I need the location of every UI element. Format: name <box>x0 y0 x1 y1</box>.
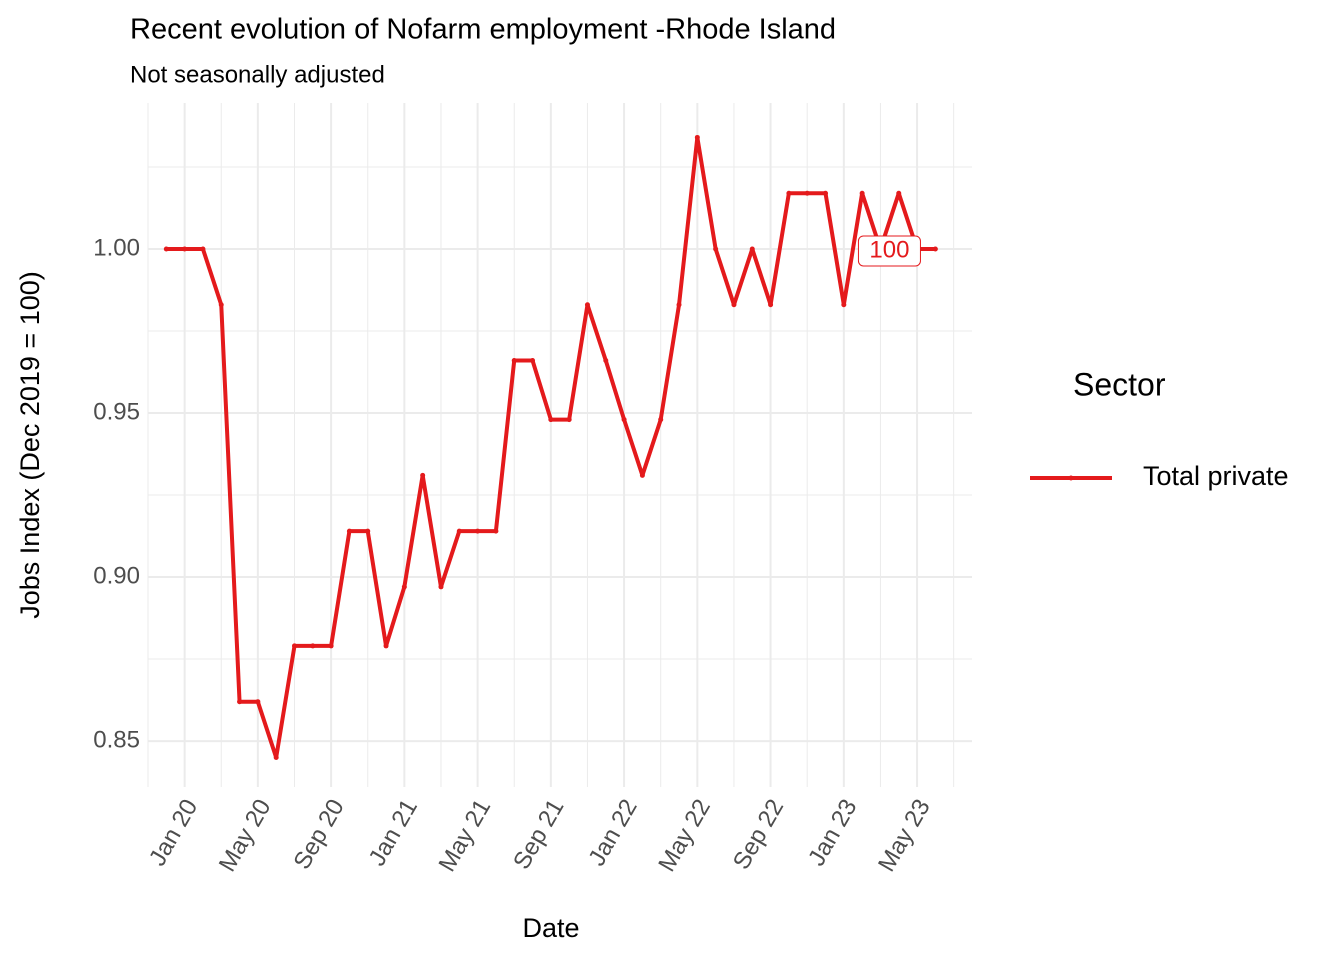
x-tick-label: Jan 22 <box>583 795 642 871</box>
data-point <box>896 190 902 196</box>
data-point <box>566 417 572 423</box>
data-point <box>676 302 682 308</box>
x-tick-label: Jan 23 <box>803 795 862 871</box>
y-tick-label: 0.95 <box>93 398 140 425</box>
legend-swatch-point <box>1068 475 1074 481</box>
data-point <box>475 528 481 534</box>
data-point <box>237 699 243 705</box>
plot <box>163 134 938 760</box>
annotation-box <box>857 235 921 267</box>
data-point <box>365 528 371 534</box>
data-point <box>493 528 499 534</box>
data-point <box>383 643 389 649</box>
data-point <box>584 302 590 308</box>
data-point <box>731 302 737 308</box>
data-point <box>621 417 627 423</box>
data-point <box>639 472 645 478</box>
x-tick-label: Jan 20 <box>144 795 203 871</box>
y-tick-label: 0.85 <box>93 726 140 753</box>
data-point <box>548 417 554 423</box>
grid <box>147 103 972 787</box>
data-point <box>346 528 352 534</box>
x-axis-title: Date <box>522 913 579 943</box>
data-point <box>456 528 462 534</box>
y-axis-title: Jobs Index (Dec 2019 = 100) <box>15 271 45 618</box>
chart-title: Recent evolution of Nofarm employment -R… <box>130 14 836 46</box>
y-tick-label: 0.90 <box>93 562 140 589</box>
data-point <box>804 190 810 196</box>
data-point <box>310 643 316 649</box>
data-point <box>530 358 536 364</box>
data-point <box>749 246 755 252</box>
x-tick-label: Jan 21 <box>364 795 423 871</box>
data-point <box>218 302 224 308</box>
data-point <box>511 358 517 364</box>
legend-label: Total private <box>1143 461 1289 491</box>
data-point <box>658 417 664 423</box>
data-point <box>603 358 609 364</box>
data-point <box>841 302 847 308</box>
x-tick-label: May 21 <box>434 795 497 877</box>
data-point <box>438 584 444 590</box>
data-point <box>420 472 426 478</box>
data-point <box>859 190 865 196</box>
x-tick-label: Sep 22 <box>728 795 789 874</box>
chart-subtitle: Not seasonally adjusted <box>130 61 385 88</box>
data-point <box>694 134 700 140</box>
data-point <box>200 246 206 252</box>
data-point <box>182 246 188 252</box>
data-point <box>273 754 279 760</box>
data-point <box>163 246 169 252</box>
x-tick-label: May 23 <box>873 795 936 877</box>
x-tick-label: May 22 <box>653 795 716 877</box>
data-point <box>401 584 407 590</box>
x-tick-label: Sep 20 <box>288 795 349 874</box>
data-point <box>786 190 792 196</box>
data-point <box>768 302 774 308</box>
data-point <box>328 643 334 649</box>
y-tick-label: 1.00 <box>93 234 140 261</box>
data-point <box>713 246 719 252</box>
data-point <box>291 643 297 649</box>
data-point <box>255 699 261 705</box>
data-point <box>823 190 829 196</box>
legend-title: Sector <box>1073 366 1166 402</box>
x-tick-label: May 20 <box>214 795 277 877</box>
data-point <box>932 246 938 252</box>
annotation-label: 100 <box>869 236 909 263</box>
x-tick-label: Sep 21 <box>508 795 569 874</box>
